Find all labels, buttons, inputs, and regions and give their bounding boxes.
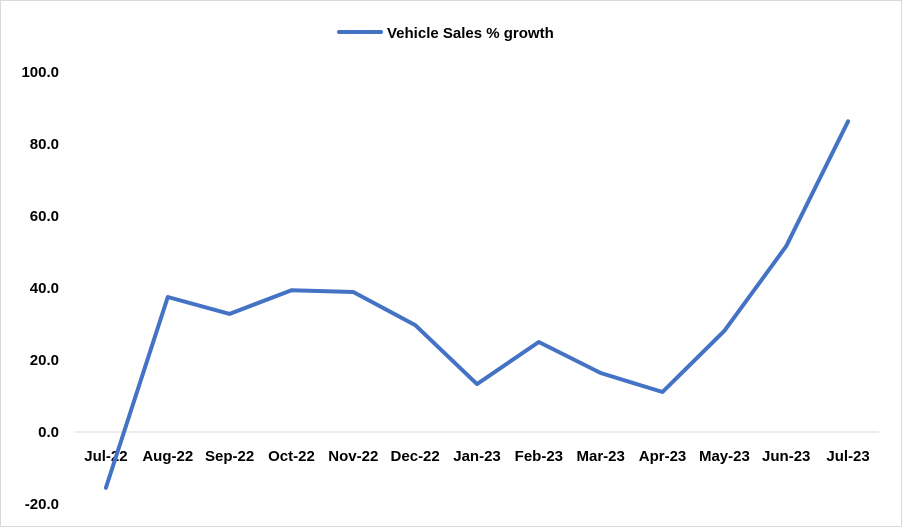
x-tick-label: May-23 bbox=[699, 448, 750, 465]
y-tick-label: -20.0 bbox=[25, 496, 59, 513]
x-tick-label: Sep-22 bbox=[205, 448, 254, 465]
y-tick-label: 40.0 bbox=[30, 280, 59, 297]
series-layer bbox=[103, 119, 851, 490]
x-tick-label: Feb-23 bbox=[515, 448, 563, 465]
y-tick-label: 100.0 bbox=[21, 64, 59, 81]
y-axis-labels: -20.0 0.0 20.0 40.0 60.0 80.0 100.0 bbox=[21, 64, 59, 513]
x-tick-label: Aug-22 bbox=[142, 448, 193, 465]
legend-label: Vehicle Sales % growth bbox=[387, 25, 554, 42]
x-tick-label: Jan-23 bbox=[453, 448, 501, 465]
x-tick-label: Mar-23 bbox=[577, 448, 625, 465]
x-tick-label: Jun-23 bbox=[762, 448, 810, 465]
x-tick-label: Nov-22 bbox=[328, 448, 378, 465]
y-tick-label: 0.0 bbox=[38, 424, 59, 441]
series-line-0 bbox=[103, 119, 851, 490]
x-axis-labels: Jul-22 Aug-22 Sep-22 Oct-22 Nov-22 Dec-22 Jan-… bbox=[84, 448, 870, 465]
y-tick-label: 60.0 bbox=[30, 208, 59, 225]
x-tick-label: Oct-22 bbox=[268, 448, 315, 465]
y-tick-label: 80.0 bbox=[30, 136, 59, 153]
x-tick-label: Jul-23 bbox=[826, 448, 869, 465]
x-tick-label: Dec-22 bbox=[391, 448, 440, 465]
legend: Vehicle Sales % growth bbox=[337, 25, 554, 42]
y-tick-label: 20.0 bbox=[30, 352, 59, 369]
x-tick-label: Apr-23 bbox=[639, 448, 687, 465]
x-tick-label: Jul-22 bbox=[84, 448, 127, 465]
